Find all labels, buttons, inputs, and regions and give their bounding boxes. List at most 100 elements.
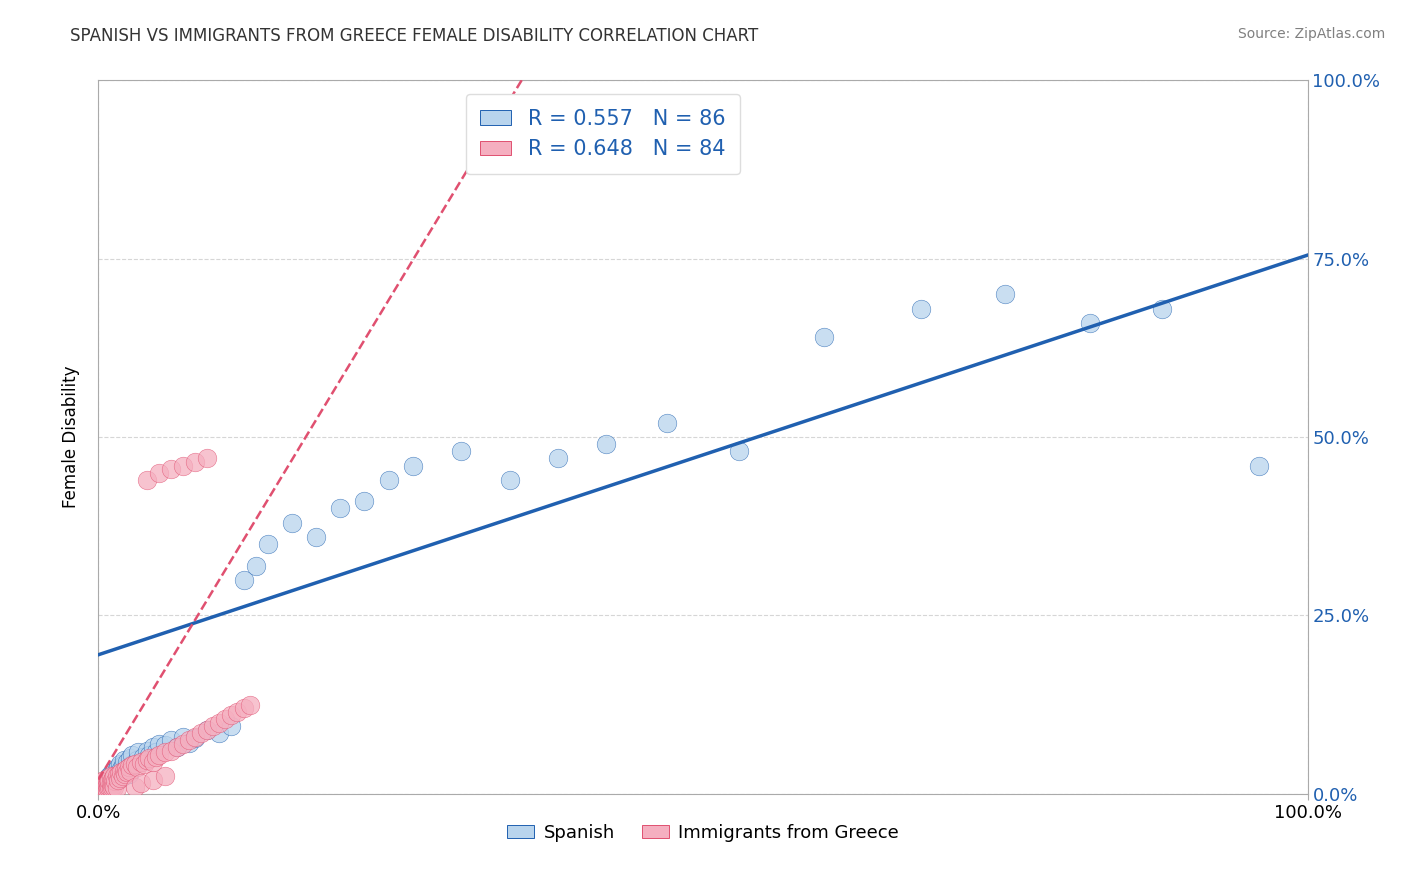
Text: Source: ZipAtlas.com: Source: ZipAtlas.com: [1237, 27, 1385, 41]
Point: [1249, 458, 1271, 473]
Point: [245, 558, 267, 573]
Point: [100, 767, 122, 781]
Point: [98, 774, 121, 789]
Point: [134, 756, 156, 771]
Point: [1078, 316, 1101, 330]
Point: [179, 735, 201, 749]
Point: [195, 723, 218, 737]
Point: [89, 782, 111, 797]
Point: [135, 473, 157, 487]
Point: [100, 772, 122, 787]
Point: [97, 771, 120, 785]
Point: [910, 301, 932, 316]
Point: [232, 573, 254, 587]
Point: [117, 755, 139, 769]
Point: [402, 458, 425, 473]
Point: [135, 753, 157, 767]
Point: [153, 746, 176, 760]
Point: [655, 416, 678, 430]
Point: [160, 744, 183, 758]
Point: [160, 733, 183, 747]
Point: [142, 755, 165, 769]
Point: [142, 740, 165, 755]
Point: [281, 516, 304, 530]
Point: [100, 781, 122, 796]
Point: [90, 783, 112, 797]
Point: [239, 698, 262, 712]
Point: [124, 756, 146, 771]
Point: [111, 758, 134, 772]
Point: [129, 755, 152, 769]
Point: [221, 708, 243, 723]
Point: [232, 701, 254, 715]
Point: [498, 473, 520, 487]
Point: [118, 751, 141, 765]
Point: [135, 744, 157, 758]
Point: [353, 494, 375, 508]
Point: [145, 746, 167, 760]
Point: [127, 753, 149, 767]
Point: [153, 769, 176, 783]
Point: [91, 778, 114, 792]
Point: [121, 758, 143, 772]
Point: [108, 771, 131, 785]
Point: [107, 772, 129, 787]
Point: [91, 783, 114, 797]
Point: [132, 749, 155, 764]
Point: [100, 774, 122, 789]
Point: [184, 455, 207, 469]
Point: [114, 767, 136, 781]
Point: [97, 771, 120, 785]
Point: [91, 780, 114, 794]
Point: [148, 466, 170, 480]
Point: [93, 781, 115, 796]
Point: [994, 287, 1017, 301]
Legend: Spanish, Immigrants from Greece: Spanish, Immigrants from Greece: [501, 817, 905, 849]
Point: [105, 762, 128, 776]
Point: [96, 772, 118, 787]
Point: [129, 776, 152, 790]
Point: [138, 751, 160, 765]
Point: [195, 723, 218, 737]
Point: [138, 747, 160, 762]
Point: [103, 764, 125, 778]
Point: [124, 756, 146, 771]
Point: [184, 731, 207, 746]
Point: [93, 772, 115, 787]
Point: [94, 774, 117, 789]
Point: [256, 537, 278, 551]
Point: [179, 733, 201, 747]
Point: [166, 740, 188, 755]
Point: [107, 760, 129, 774]
Point: [195, 451, 218, 466]
Point: [148, 747, 170, 762]
Point: [166, 740, 188, 755]
Point: [90, 784, 112, 798]
Point: [148, 737, 170, 751]
Point: [94, 778, 117, 792]
Point: [90, 781, 112, 796]
Point: [96, 776, 118, 790]
Point: [103, 769, 125, 783]
Point: [172, 730, 194, 744]
Point: [91, 774, 114, 789]
Point: [97, 776, 120, 790]
Point: [100, 769, 122, 783]
Point: [547, 451, 569, 466]
Point: [129, 755, 152, 769]
Point: [101, 776, 124, 790]
Point: [108, 767, 131, 781]
Point: [110, 765, 132, 780]
Point: [118, 767, 141, 781]
Point: [112, 753, 135, 767]
Point: [114, 765, 136, 780]
Point: [96, 778, 118, 792]
Point: [172, 458, 194, 473]
Point: [93, 776, 115, 790]
Point: [160, 462, 183, 476]
Point: [97, 774, 120, 789]
Point: [93, 776, 115, 790]
Point: [101, 765, 124, 780]
Point: [111, 769, 134, 783]
Point: [98, 776, 121, 790]
